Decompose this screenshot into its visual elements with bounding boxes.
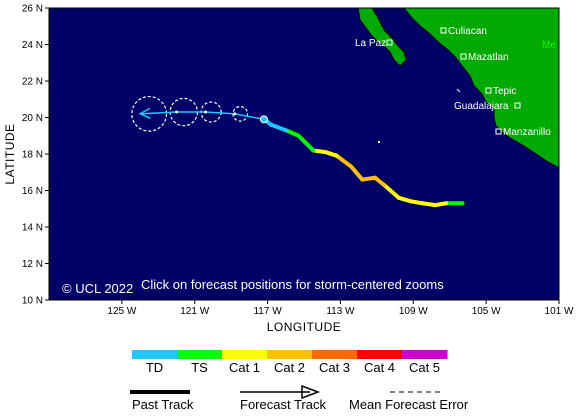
y-tick-label: 12 N	[22, 259, 43, 270]
city-manzanillo: Manzanillo	[495, 127, 551, 138]
land-partial-label: Me	[542, 40, 556, 51]
legend-swatch	[267, 350, 313, 359]
forecast-track-label: Forecast Track	[240, 397, 326, 412]
city-tepic: Tepic	[485, 86, 516, 97]
legend-category-label: Cat 5	[409, 360, 440, 375]
past-track-segment	[334, 153, 354, 169]
x-tick-label: 117 W	[253, 306, 282, 317]
legend-swatch	[177, 350, 223, 359]
y-tick-label: 14 N	[22, 223, 43, 234]
y-tick-label: 26 N	[22, 4, 43, 15]
legend-swatch	[357, 350, 403, 359]
mexico-mainland	[402, 7, 560, 169]
past-track-segment	[311, 148, 328, 155]
past-track-segment	[349, 164, 365, 182]
past-track-segment	[382, 183, 401, 200]
x-tick-label: 113 W	[326, 306, 355, 317]
y-tick-label: 22 N	[22, 77, 43, 88]
x-axis-ticks: 125 W 121 W 117 W 113 W 109 W 105 W 101 W	[107, 300, 574, 317]
baja-california	[357, 7, 407, 67]
legend-swatch	[132, 350, 178, 359]
legend-category-label: Cat 3	[319, 360, 350, 375]
x-axis-title: LONGITUDE	[267, 320, 342, 334]
legend-category-label: Cat 1	[229, 360, 260, 375]
copyright-label: © UCL 2022	[62, 281, 133, 296]
current-position-marker	[259, 115, 268, 124]
city-label: La Paz	[355, 38, 386, 49]
city-label: Manzanillo	[503, 127, 551, 138]
forecast-track-segment	[140, 111, 177, 115]
x-tick-label: 125 W	[107, 306, 136, 317]
forecast-track-segment	[205, 111, 235, 115]
past-track-label: Past Track	[132, 397, 194, 412]
city-label: Mazatlan	[468, 52, 509, 63]
y-tick-label: 20 N	[22, 113, 43, 124]
coast-dot	[456, 88, 461, 93]
forecast-track[interactable]	[138, 107, 268, 124]
forecast-arrowhead-icon	[138, 107, 151, 120]
x-tick-label: 101 W	[545, 306, 574, 317]
y-axis-ticks: 26 N 24 N 22 N 20 N 18 N 16 N 14 N 12 N 10 N	[22, 4, 49, 307]
y-tick-label: 18 N	[22, 150, 43, 161]
city-guadalajara: Guadalajara	[454, 101, 521, 112]
legend-swatch	[222, 350, 268, 359]
y-tick-label: 24 N	[22, 40, 43, 51]
city-label: Tepic	[493, 86, 516, 97]
y-axis-title: LATITUDE	[3, 123, 17, 184]
city-la-paz: La Paz	[355, 38, 393, 49]
city-label: Culiacan	[448, 26, 487, 37]
legend-swatch	[312, 350, 358, 359]
past-track-segment	[269, 122, 288, 133]
forecast-position	[233, 112, 237, 116]
legend-category-label: TD	[146, 360, 163, 375]
intensity-legend: TD TS Cat 1 Cat 2 Cat 3 Cat 4 Cat 5	[132, 350, 448, 375]
city-label: Guadalajara	[454, 101, 509, 112]
legend-category-label: Cat 4	[364, 360, 395, 375]
track-legend: Past Track Forecast Track Mean Forecast …	[130, 384, 469, 412]
past-track-segment	[420, 201, 438, 208]
y-tick-label: 10 N	[22, 296, 43, 307]
small-island	[378, 141, 380, 143]
legend-category-label: TS	[191, 360, 208, 375]
land-masses	[357, 7, 560, 169]
past-track-segment	[396, 195, 414, 204]
forecast-track-segment	[234, 113, 265, 121]
city-mazatlan: Mazatlan	[460, 52, 509, 63]
cities: La Paz Culiacan Mazatlan Tepic Guadalaja…	[355, 26, 556, 138]
error-circle	[131, 95, 168, 132]
forecast-arrowhead-icon	[301, 384, 321, 400]
city-culiacan: Culiacan	[440, 26, 487, 37]
x-tick-label: 105 W	[472, 306, 501, 317]
legend-swatch	[402, 350, 448, 359]
forecast-position	[204, 110, 208, 114]
past-track-segment	[296, 133, 316, 153]
x-tick-label: 121 W	[180, 306, 209, 317]
y-tick-label: 16 N	[22, 186, 43, 197]
instruction-text: Click on forecast positions for storm-ce…	[141, 277, 444, 292]
mean-error-label: Mean Forecast Error	[349, 397, 469, 412]
past-track-segment	[283, 128, 301, 138]
legend-category-label: Cat 2	[274, 360, 305, 375]
forecast-position	[175, 110, 178, 114]
past-track-segment	[360, 175, 378, 182]
x-tick-label: 109 W	[399, 306, 428, 317]
